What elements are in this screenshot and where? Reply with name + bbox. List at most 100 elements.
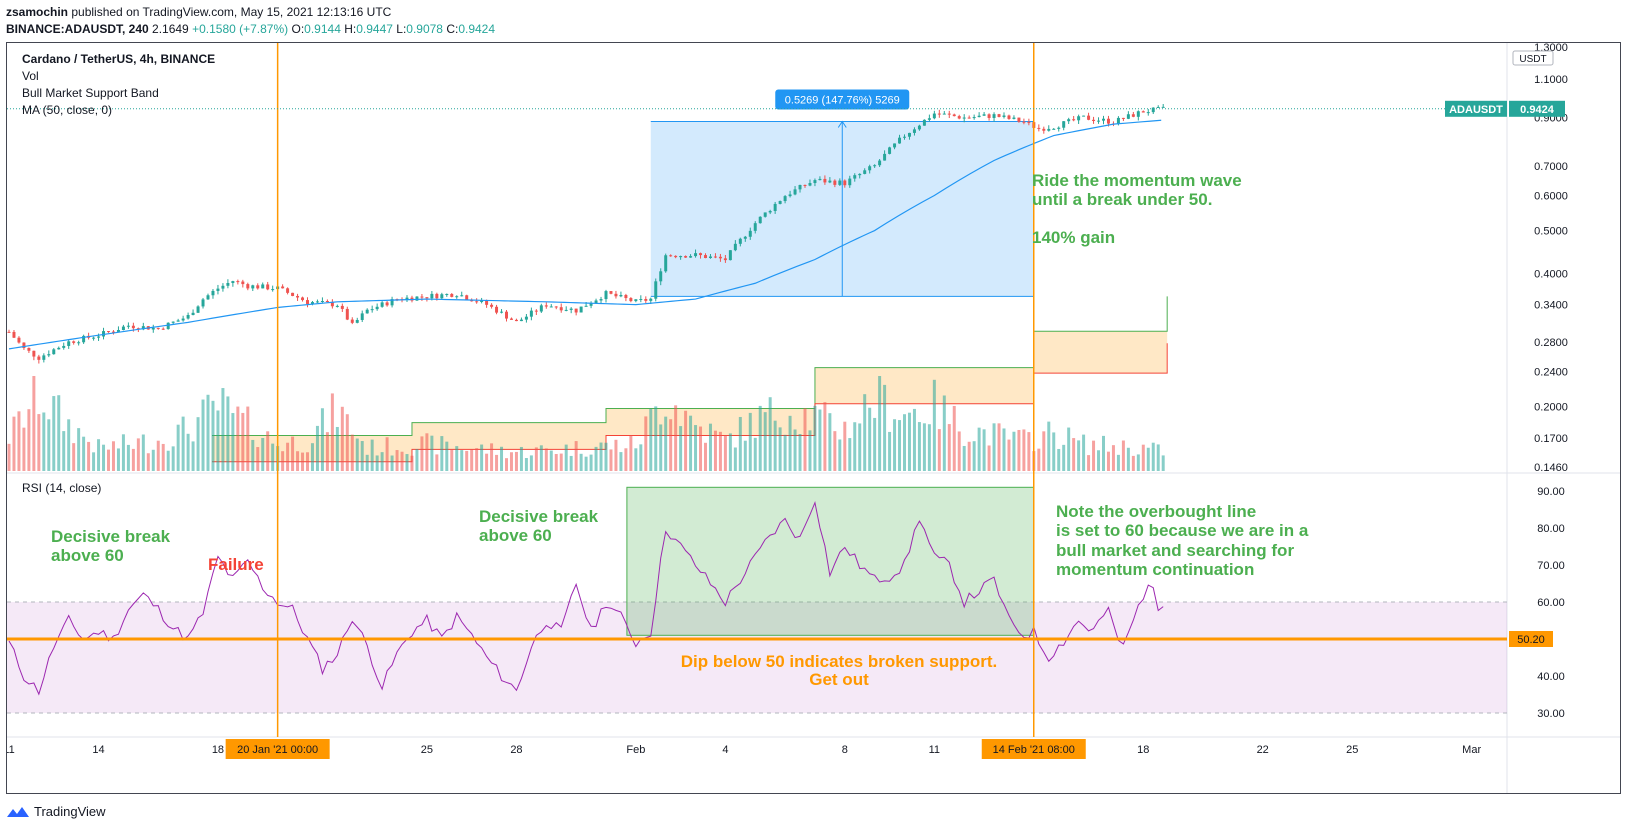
candle-body [649,298,653,301]
chart-container[interactable]: 0.5269 (147.76%) 5269 50.20 1.3000 1.1000… [6,42,1621,794]
last-price-label: 0.9424 [1520,104,1555,116]
candle-body [753,223,757,231]
candle-body [539,305,543,312]
candle-body [942,113,946,115]
publisher-name[interactable]: zsamochin [6,5,69,19]
candle-body [594,300,598,304]
volume-bar [196,417,200,471]
volume-bar [574,441,578,471]
volume-bar [286,442,290,471]
candle-body [330,301,334,307]
measure-layer: 0.5269 (147.76%) 5269 [650,89,1034,297]
volume-bar [1027,432,1031,471]
candle-body [500,311,504,313]
candle-body [629,298,633,302]
price-tick-label: 0.2400 [1534,367,1568,379]
candle-body [460,295,464,297]
footer-brand[interactable]: TradingView [34,804,106,819]
time-tick-label: 18 [1137,744,1149,756]
rsi-tick-label: 70.00 [1537,560,1565,572]
candle-body [156,327,160,329]
volume-bar [947,424,951,471]
legend-ma[interactable]: MA (50, close, 0) [22,103,113,117]
rsi-tick-label: 30.00 [1537,708,1565,720]
candle-body [524,316,528,320]
volume-bar [7,443,11,471]
candle-body [1007,115,1011,119]
candle-body [574,308,578,313]
legend-band[interactable]: Bull Market Support Band [22,86,159,100]
volume-bar [788,415,792,471]
volume-bar [609,449,613,471]
volume-bar [161,443,165,471]
candle-body [579,306,583,313]
rsi-50-label: 50.20 [1517,634,1545,646]
volume-bar [171,446,175,471]
candle-body [12,331,16,338]
volume-bar [420,436,424,471]
ride-annotation-line2: until a break under 50. [1032,190,1212,209]
volume-bar [315,425,319,471]
candle-body [296,295,300,298]
volume-bar [912,408,916,471]
volume-bar [52,396,56,471]
legend-title[interactable]: Cardano / TetherUS, 4h, BINANCE [22,52,216,66]
candle-body [440,294,444,299]
candle-body [166,322,170,330]
candle-body [1027,122,1031,124]
volume-bar [898,420,902,471]
volume-bar [1082,434,1086,471]
candle-body [136,328,140,330]
candle-body [1121,117,1125,119]
candle-body [191,312,195,316]
volume-bar [350,434,354,471]
candle-body [903,136,906,138]
candle-body [495,306,499,313]
volume-bar [828,413,832,471]
volume-bar [460,450,464,471]
high-label: H: [344,22,357,36]
candle-body [534,310,538,312]
volume-bar [256,447,260,471]
volume-bar [753,437,757,471]
candle-body [833,180,837,185]
volume-bar [67,419,71,471]
volume-bar [37,414,41,471]
volume-bar [793,429,797,471]
volume-bar [42,412,46,471]
chart-svg[interactable]: 0.5269 (147.76%) 5269 50.20 1.3000 1.1000… [7,43,1621,794]
volume-bar [485,453,489,471]
candle-body [1037,127,1041,129]
date-marker-box [981,739,1086,759]
volume-bar [82,436,86,471]
volume-bar [529,455,533,471]
candle-body [1012,117,1016,119]
measure-arrow-head [837,120,847,128]
grid-layer [7,43,1620,793]
time-tick-label: 28 [510,744,522,756]
volume-bar [206,394,210,471]
note-line2: is set to 60 because we are in a [1056,521,1309,540]
legend-vol[interactable]: Vol [22,69,39,83]
candle-body [380,302,384,307]
candle-body [888,147,892,154]
candle-body [679,256,683,258]
rsi-50-box [1509,631,1553,647]
candle-body [723,258,727,261]
candle-body [987,114,991,118]
volume-bar [649,408,653,471]
candle-body [1047,128,1051,131]
last-price-box [1509,100,1565,117]
candle-body [37,356,41,360]
legend-rsi[interactable]: RSI (14, close) [22,481,102,495]
volume-bar [271,443,275,471]
rsi-tick-label: 40.00 [1537,671,1565,683]
candle-body [1097,120,1101,122]
candle-body [475,301,479,303]
volume-bar [102,444,106,471]
volume-bar [1052,432,1056,471]
candle-body [435,293,439,299]
volume-bar [564,444,568,471]
candle-body [917,125,921,130]
dip-annotation-line1: Dip below 50 indicates broken support. [681,652,997,671]
